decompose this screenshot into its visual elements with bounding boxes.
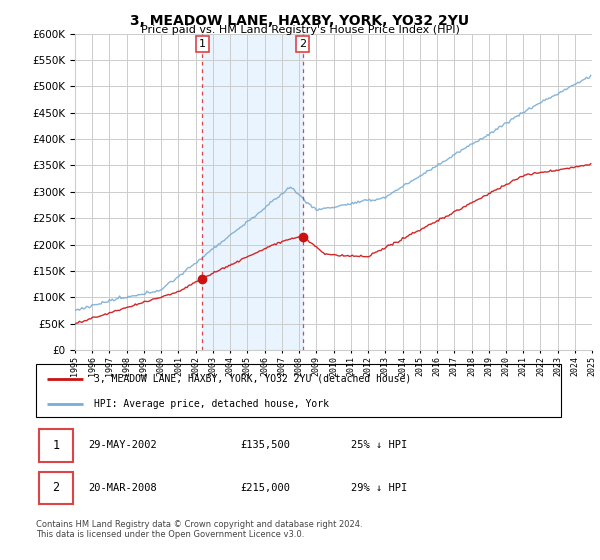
Text: 3, MEADOW LANE, HAXBY, YORK, YO32 2YU: 3, MEADOW LANE, HAXBY, YORK, YO32 2YU xyxy=(130,14,470,28)
Text: Price paid vs. HM Land Registry's House Price Index (HPI): Price paid vs. HM Land Registry's House … xyxy=(140,25,460,35)
Text: 2: 2 xyxy=(299,39,307,49)
Text: £215,000: £215,000 xyxy=(241,483,291,493)
Text: £135,500: £135,500 xyxy=(241,440,291,450)
Text: 29-MAY-2002: 29-MAY-2002 xyxy=(89,440,157,450)
Text: 20-MAR-2008: 20-MAR-2008 xyxy=(89,483,157,493)
Text: 1: 1 xyxy=(199,39,206,49)
Text: 1: 1 xyxy=(52,439,59,452)
Text: Contains HM Land Registry data © Crown copyright and database right 2024.
This d: Contains HM Land Registry data © Crown c… xyxy=(36,520,362,539)
Text: 29% ↓ HPI: 29% ↓ HPI xyxy=(351,483,407,493)
Bar xyxy=(202,34,303,350)
Bar xyxy=(38,430,73,461)
Text: HPI: Average price, detached house, York: HPI: Average price, detached house, York xyxy=(94,399,329,409)
Text: 25% ↓ HPI: 25% ↓ HPI xyxy=(351,440,407,450)
Text: 3, MEADOW LANE, HAXBY, YORK, YO32 2YU (detached house): 3, MEADOW LANE, HAXBY, YORK, YO32 2YU (d… xyxy=(94,374,411,384)
Bar xyxy=(38,472,73,504)
Text: 2: 2 xyxy=(52,482,59,494)
